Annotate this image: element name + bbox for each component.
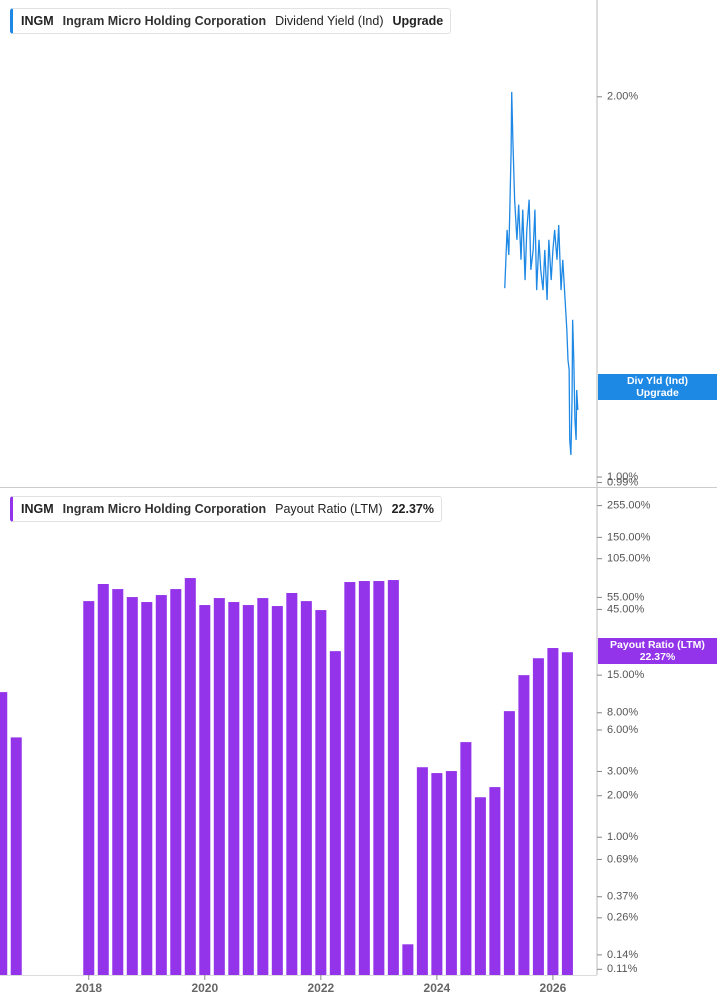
bar xyxy=(0,692,8,975)
bar xyxy=(387,580,399,975)
bar xyxy=(10,737,22,975)
x-tick-label: 2024 xyxy=(424,981,451,995)
bar xyxy=(402,944,414,975)
bar xyxy=(518,675,530,975)
bar xyxy=(184,578,196,975)
latest[interactable]: Upgrade xyxy=(392,14,444,28)
bar xyxy=(141,602,153,975)
bar xyxy=(213,598,225,975)
x-tick-label: 2018 xyxy=(75,981,102,995)
y-tick-label: 8.00% xyxy=(607,707,638,719)
y-tick-label: 55.00% xyxy=(607,591,645,603)
y-tick-label: 150.00% xyxy=(607,531,651,543)
ticker: INGM xyxy=(21,502,54,516)
y-tick-label: 0.99% xyxy=(607,476,638,488)
bar xyxy=(532,658,544,975)
y-tick-label: 45.00% xyxy=(607,603,645,615)
metric: Payout Ratio (LTM) xyxy=(275,502,383,516)
bar xyxy=(242,605,254,975)
y-tick-label: 1.00% xyxy=(607,471,638,483)
bar xyxy=(126,597,138,975)
y-tick-label: 0.69% xyxy=(607,853,638,865)
y-tick-label: 3.00% xyxy=(607,765,638,777)
bar xyxy=(416,767,428,975)
x-tick-label: 2026 xyxy=(540,981,567,995)
bar xyxy=(329,651,341,975)
bar xyxy=(300,601,312,975)
bar xyxy=(83,601,95,975)
y-tick-label: 6.00% xyxy=(607,724,638,736)
y-tick-label: 0.37% xyxy=(607,891,638,903)
line xyxy=(504,91,579,456)
bar xyxy=(561,652,573,975)
bar xyxy=(257,598,269,975)
y-tick-label: 0.11% xyxy=(607,963,638,975)
y-tick-label: 2.00% xyxy=(607,91,638,103)
y-tick-label: 1.00% xyxy=(607,831,638,843)
tag-label: Payout Ratio (LTM) xyxy=(610,639,705,652)
company: Ingram Micro Holding Corporation xyxy=(62,14,267,28)
bar xyxy=(170,589,182,975)
bar xyxy=(228,602,240,975)
bar xyxy=(97,584,109,975)
y-tick-label: 0.26% xyxy=(607,912,638,924)
tag-label: Div Yld (Ind) xyxy=(626,375,689,387)
bar xyxy=(155,595,167,975)
company: Ingram Micro Holding Corporation xyxy=(62,502,267,516)
bar xyxy=(445,771,457,975)
bar xyxy=(503,711,515,975)
latest: 22.37% xyxy=(391,502,434,516)
bar xyxy=(460,742,472,975)
bar xyxy=(199,605,211,975)
value-tag: Div Yld (Ind) Upgrade xyxy=(598,374,717,400)
bar xyxy=(489,787,501,975)
bar xyxy=(315,610,327,975)
legend: INGM Ingram Micro Holding Corporation Pa… xyxy=(10,496,442,522)
metric: Dividend Yield (Ind) xyxy=(275,14,384,28)
y-tick-label: 255.00% xyxy=(607,500,651,512)
bar xyxy=(344,582,356,975)
bar xyxy=(286,592,298,975)
y-tick-label: 105.00% xyxy=(607,553,651,565)
y-tick-label: 15.00% xyxy=(607,669,645,681)
tag-value: Upgrade xyxy=(636,387,679,399)
legend: INGM Ingram Micro Holding Corporation Di… xyxy=(10,8,452,34)
y-tick-label: 2.00% xyxy=(607,790,638,802)
x-tick-label: 2022 xyxy=(307,981,334,995)
bar xyxy=(271,606,283,975)
ticker: INGM xyxy=(21,14,54,28)
bar xyxy=(373,581,385,975)
tag-value: 22.37% xyxy=(639,651,676,664)
bar xyxy=(547,648,559,975)
bar xyxy=(474,797,486,975)
y-tick-label: 0.14% xyxy=(607,949,638,961)
bar xyxy=(112,589,124,975)
x-tick-label: 2020 xyxy=(191,981,218,995)
value-tag: Payout Ratio (LTM) 22.37% xyxy=(598,638,717,665)
bar xyxy=(431,773,443,975)
bar xyxy=(358,581,370,975)
